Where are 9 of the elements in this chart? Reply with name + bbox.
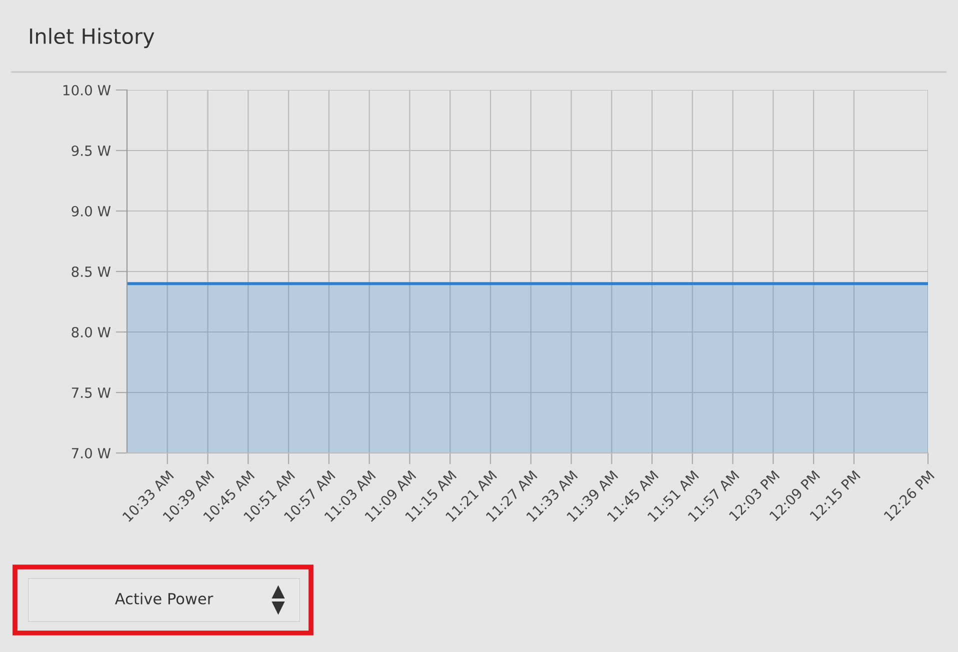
y-tick-label: 9.5 W (72, 145, 111, 156)
y-tick-label: 10.0 W (63, 84, 111, 96)
chart-title: Inlet History (30, 28, 154, 48)
y-tick-label: 7.5 W (72, 388, 111, 398)
y-tick-label: 7.0 W (72, 448, 111, 458)
text: Active Power (114, 592, 214, 604)
y-tick-label: 8.0 W (72, 326, 111, 338)
y-tick-label: 9.0 W (72, 206, 111, 216)
y-tick-label: 8.5 W (72, 266, 111, 277)
